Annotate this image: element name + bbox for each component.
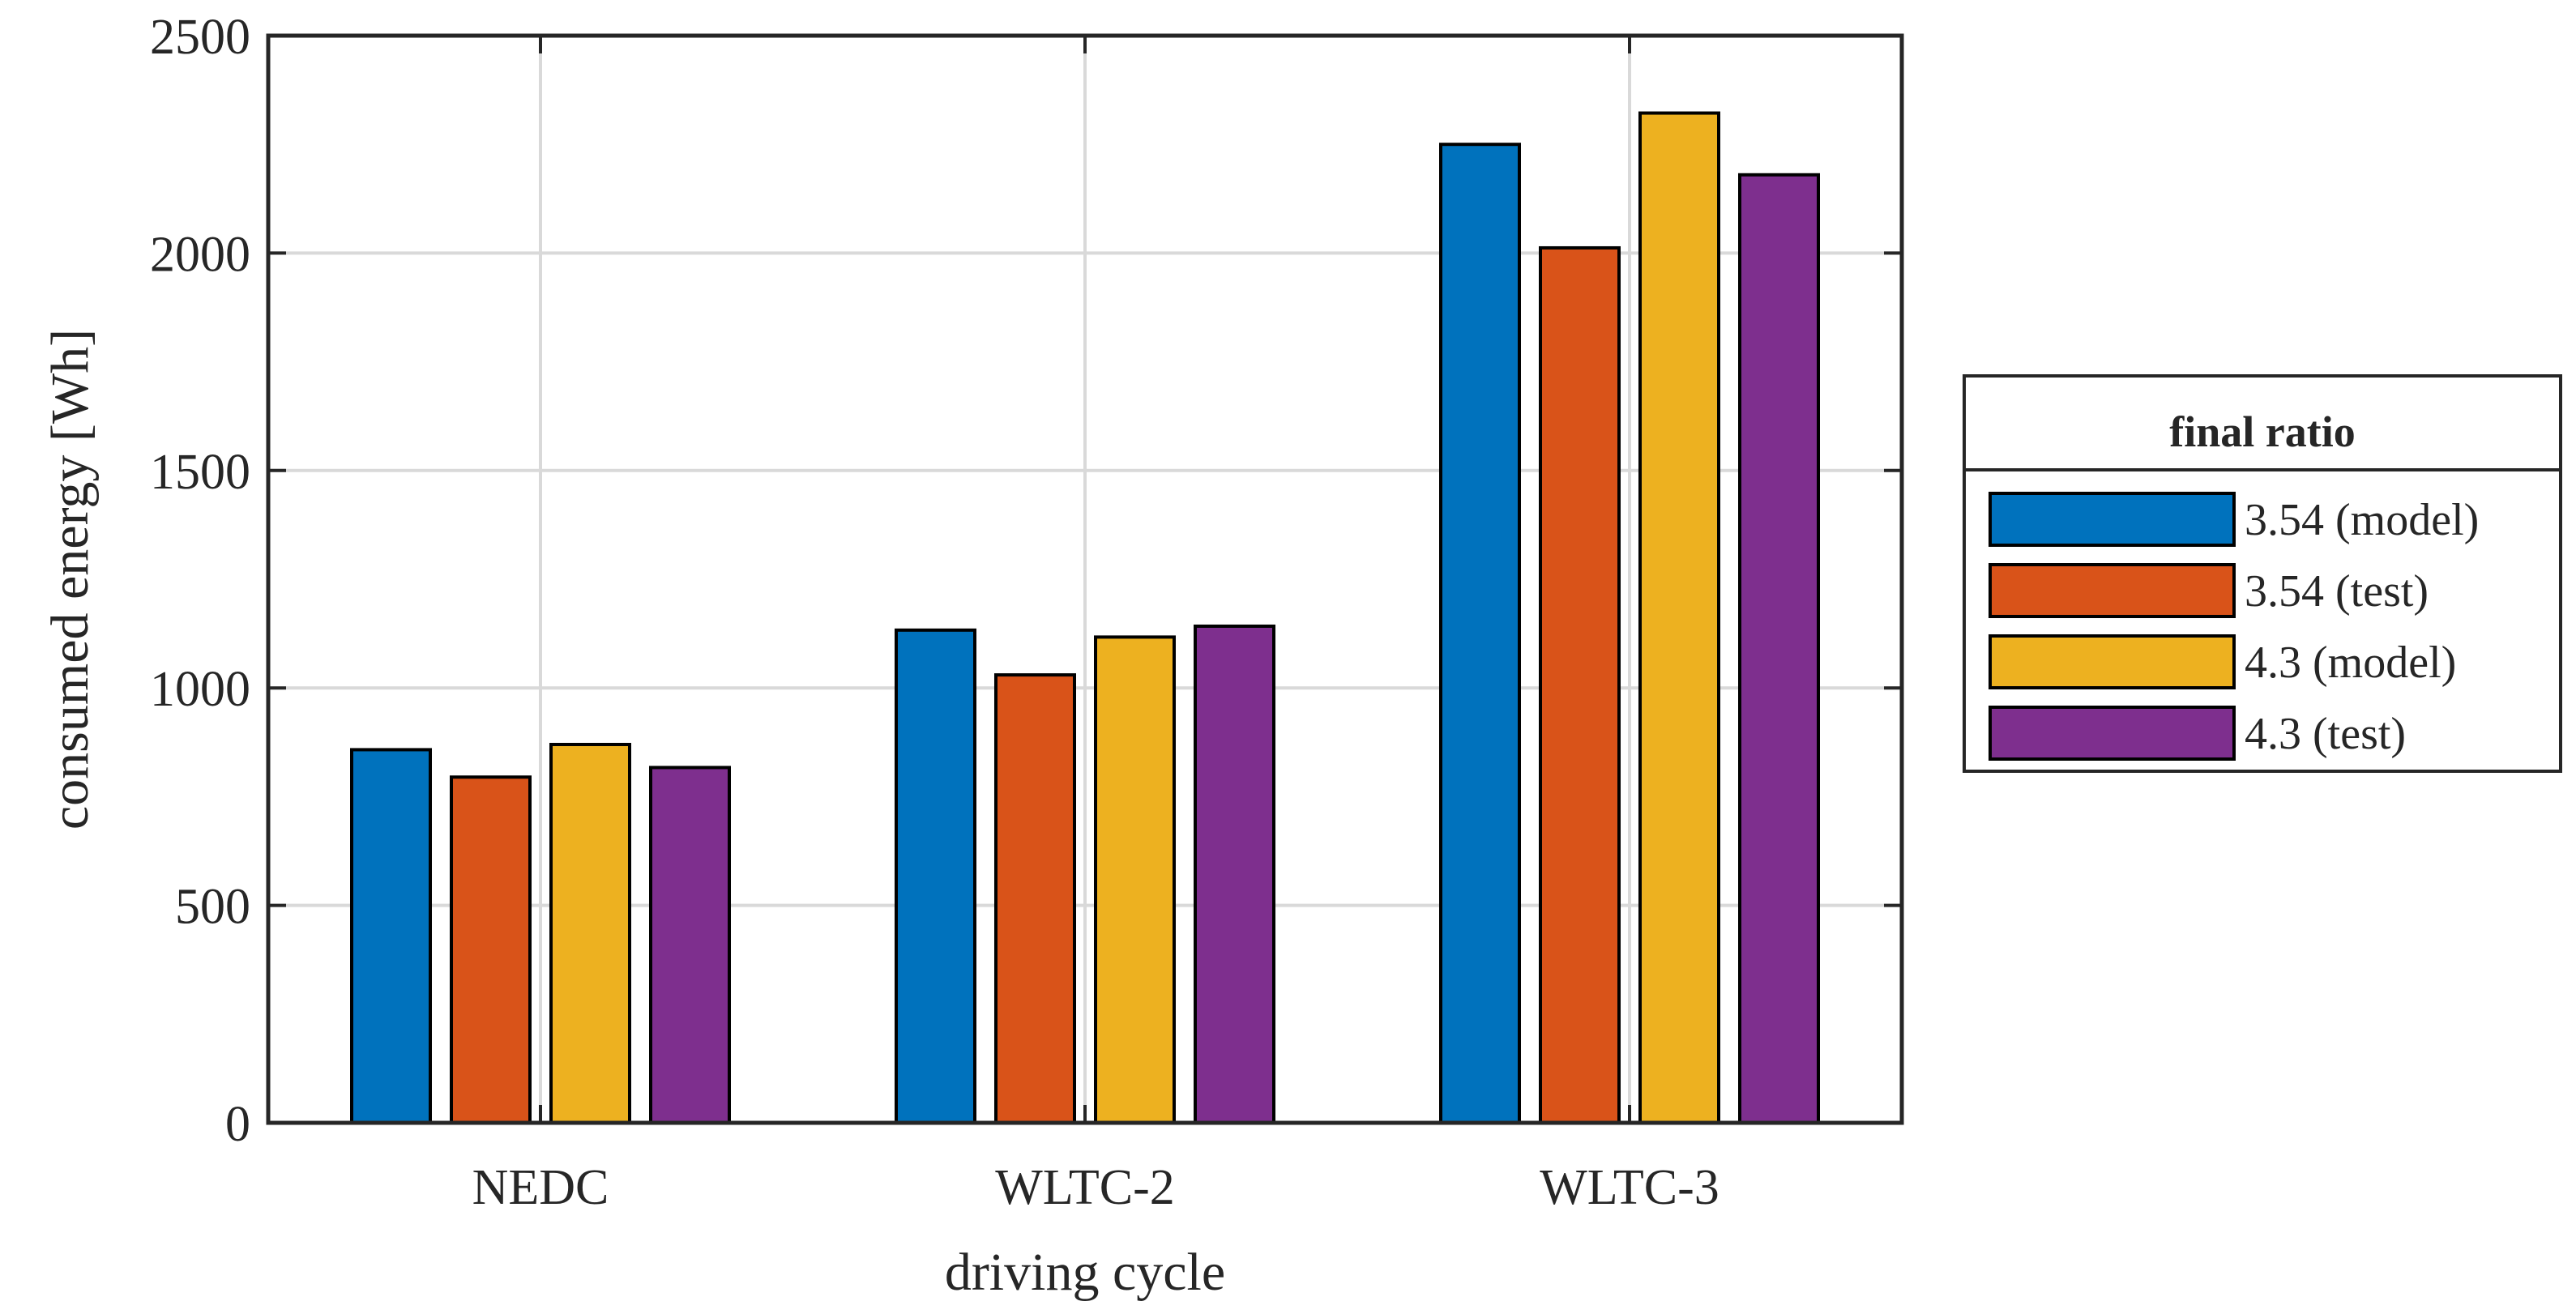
legend-items: 3.54 (model) 3.54 (test) 4.3 (model) 4.3 (t… <box>1989 492 2479 761</box>
x-axis-label: driving cycle <box>945 1243 1225 1302</box>
x-tick-label: WLTC-3 <box>1540 1160 1719 1215</box>
y-tick-label: 1000 <box>150 662 250 717</box>
x-tick-label: NEDC <box>472 1160 609 1215</box>
bar <box>549 742 631 1124</box>
y-axis-label: consumed energy [Wh] <box>41 329 100 830</box>
y-tick-label: 500 <box>175 880 250 935</box>
bar <box>1738 173 1820 1124</box>
legend-swatch <box>1989 563 2236 618</box>
legend-entry-label: 4.3 (model) <box>2245 638 2456 688</box>
bar <box>994 673 1076 1124</box>
bar <box>649 766 731 1124</box>
legend-title: final ratio <box>2169 407 2355 456</box>
bar <box>895 628 976 1124</box>
bar <box>450 775 532 1125</box>
y-tick-label: 2000 <box>150 227 250 282</box>
axis-ticks <box>268 34 1902 1124</box>
grid-lines <box>268 36 1902 1123</box>
x-tick-label: WLTC-2 <box>995 1160 1175 1215</box>
bar <box>1539 245 1621 1125</box>
y-tick-labels: 0 500 1000 1500 2000 2500 <box>150 10 250 1152</box>
bar <box>1194 624 1275 1124</box>
legend-swatch <box>1989 492 2236 547</box>
y-tick-label: 2500 <box>150 10 250 65</box>
bar <box>1094 635 1176 1124</box>
y-tick-label: 1500 <box>150 445 250 500</box>
bar <box>1439 143 1521 1125</box>
legend-swatch <box>1989 706 2236 761</box>
legend: final ratio 3.54 (model) 3.54 (test) 4.3 (… <box>1963 374 2562 773</box>
y-tick-label: 0 <box>225 1097 250 1152</box>
x-tick-labels: NEDC WLTC-2 WLTC-3 <box>472 1160 1719 1215</box>
legend-swatch <box>1989 634 2236 689</box>
bar <box>1638 111 1720 1124</box>
legend-entry-label: 3.54 (model) <box>2245 495 2479 545</box>
bar <box>350 748 432 1124</box>
legend-entry-label: 3.54 (test) <box>2245 566 2429 616</box>
legend-entry-label: 4.3 (test) <box>2245 709 2406 759</box>
